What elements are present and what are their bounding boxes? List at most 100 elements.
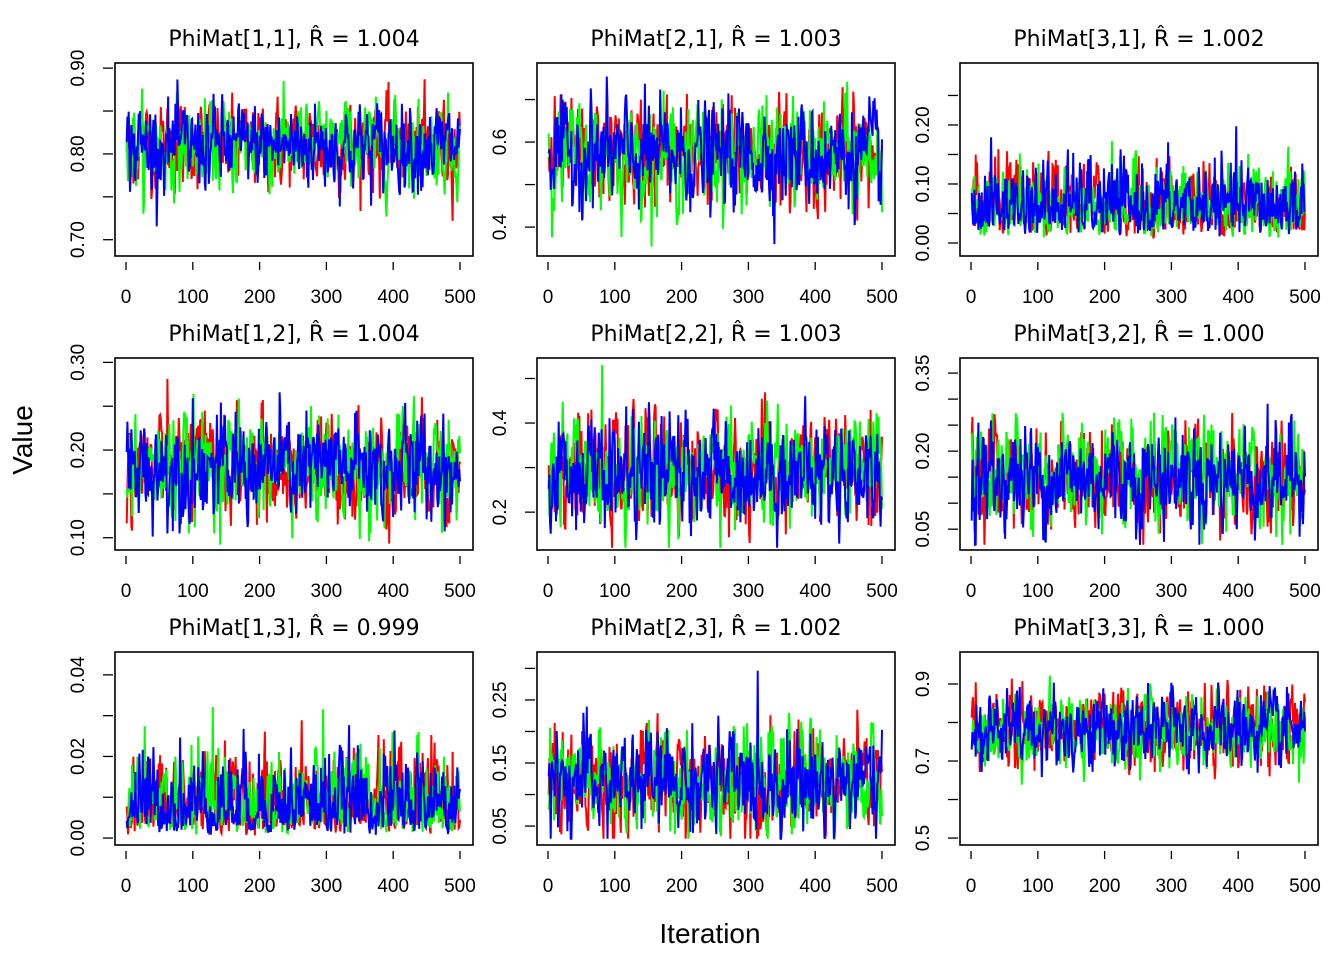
x-tick-label: 400 <box>799 581 831 602</box>
x-tick-label: 400 <box>799 287 831 308</box>
x-tick-label: 300 <box>1156 876 1188 897</box>
x-tick-label: 100 <box>177 581 209 602</box>
plot-frame <box>114 651 474 846</box>
x-tick-label: 100 <box>599 581 631 602</box>
x-tick-label: 0 <box>121 876 132 897</box>
plot-frame <box>114 357 474 551</box>
x-tick-label: 200 <box>666 287 698 308</box>
x-tick-label: 200 <box>1089 876 1121 897</box>
x-tick-label: 200 <box>666 581 698 602</box>
x-tick-label: 0 <box>121 287 132 308</box>
x-tick-label: 400 <box>1222 581 1254 602</box>
panel-PhiMat-2-2-: 0 100 200 300 400 500 0.2 0.4 PhiMat[2,2], R̂ = … <box>490 321 898 602</box>
x-tick-label: 500 <box>866 876 898 897</box>
plot-frame <box>959 62 1319 257</box>
chain-3-trace <box>547 76 883 245</box>
y-axis-label: Value <box>7 405 38 475</box>
plot-frame <box>959 651 1319 846</box>
y-tick-label: 0.05 <box>913 511 934 548</box>
y-tick-label: 0.4 <box>490 409 511 436</box>
x-tick-label: 400 <box>1222 876 1254 897</box>
y-tick-label: 0.6 <box>490 129 511 155</box>
chain-3-trace <box>970 682 1306 778</box>
panel-title: PhiMat[1,3], R̂ = 0.999 <box>168 615 419 641</box>
x-tick-label: 500 <box>1289 287 1321 308</box>
y-tick-label: 0.10 <box>68 519 89 556</box>
panel-PhiMat-2-3-: 0 100 200 300 400 500 0.05 0.15 0.25 PhiMat[2,3],… <box>490 615 898 897</box>
x-tick-label: 300 <box>311 876 343 897</box>
x-tick-label: 500 <box>444 581 476 602</box>
y-tick-label: 0.20 <box>913 106 934 143</box>
x-tick-label: 0 <box>966 876 977 897</box>
x-tick-label: 400 <box>377 876 409 897</box>
panel-PhiMat-3-3-: 0 100 200 300 400 500 0.5 0.7 0.9 PhiMat[3,3], R̂… <box>913 615 1321 897</box>
plot-frame <box>959 357 1319 551</box>
x-tick-label: 0 <box>543 876 554 897</box>
y-tick-label: 0.70 <box>68 221 89 258</box>
x-tick-label: 200 <box>666 876 698 897</box>
chain-3-trace <box>547 396 883 548</box>
y-tick-label: 0.20 <box>68 432 89 469</box>
chain-3-trace <box>125 392 461 537</box>
panel-title: PhiMat[2,1], R̂ = 1.003 <box>590 26 841 52</box>
y-tick-label: 0.02 <box>68 738 89 775</box>
y-tick-label: 0.20 <box>913 433 934 470</box>
panel-title: PhiMat[1,1], R̂ = 1.004 <box>168 26 419 52</box>
x-tick-label: 0 <box>966 287 977 308</box>
panel-PhiMat-1-2-: 0 100 200 300 400 500 0.10 0.20 0.30 PhiMat[1,2],… <box>68 321 476 602</box>
y-tick-label: 0.00 <box>68 820 89 857</box>
x-tick-label: 500 <box>1289 876 1321 897</box>
y-tick-label: 0.00 <box>913 225 934 262</box>
chain-3-trace <box>970 126 1306 237</box>
panel-title: PhiMat[3,3], R̂ = 1.000 <box>1013 615 1264 641</box>
x-tick-label: 300 <box>733 287 765 308</box>
x-tick-label: 100 <box>599 287 631 308</box>
y-tick-label: 0.30 <box>68 344 89 381</box>
x-tick-label: 500 <box>1289 581 1321 602</box>
x-tick-label: 0 <box>121 581 132 602</box>
y-tick-label: 0.7 <box>913 748 934 774</box>
chain-3-trace <box>547 670 883 840</box>
y-tick-label: 0.4 <box>490 213 511 240</box>
panel-PhiMat-3-1-: 0 100 200 300 400 500 0.00 0.10 0.20 PhiMat[3,1],… <box>913 26 1321 308</box>
panel-title: PhiMat[3,2], R̂ = 1.000 <box>1013 321 1264 347</box>
y-tick-label: 0.35 <box>913 355 934 392</box>
y-tick-label: 0.9 <box>913 671 934 697</box>
x-tick-label: 400 <box>377 287 409 308</box>
x-tick-label: 300 <box>733 581 765 602</box>
x-tick-label: 200 <box>244 581 276 602</box>
x-tick-label: 200 <box>1089 581 1121 602</box>
x-tick-label: 200 <box>1089 287 1121 308</box>
y-tick-label: 0.25 <box>490 681 511 718</box>
y-tick-label: 0.15 <box>490 745 511 782</box>
panel-title: PhiMat[2,3], R̂ = 1.002 <box>590 615 841 641</box>
panel-PhiMat-1-3-: 0 100 200 300 400 500 0.00 0.02 0.04 PhiMat[1,3],… <box>68 615 476 897</box>
chain-3-trace <box>970 403 1306 547</box>
x-tick-label: 300 <box>311 287 343 308</box>
x-tick-label: 100 <box>177 876 209 897</box>
y-tick-label: 0.2 <box>490 499 511 525</box>
chain-3-trace <box>125 725 461 835</box>
panel-title: PhiMat[2,2], R̂ = 1.003 <box>590 321 841 347</box>
y-tick-label: 0.10 <box>913 166 934 203</box>
panels: 0 100 200 300 400 5000.700.800.90PhiMat[1,1],… <box>68 26 1321 897</box>
y-tick-label: 0.90 <box>68 50 89 87</box>
x-tick-label: 300 <box>733 876 765 897</box>
x-tick-label: 400 <box>377 581 409 602</box>
x-tick-label: 100 <box>599 876 631 897</box>
x-tick-label: 500 <box>866 581 898 602</box>
x-tick-label: 100 <box>177 287 209 308</box>
y-tick-label: 0.5 <box>913 825 934 851</box>
y-tick-label: 0.80 <box>68 135 89 172</box>
x-tick-label: 400 <box>1222 287 1254 308</box>
plot-frame <box>536 357 896 551</box>
x-tick-label: 200 <box>244 876 276 897</box>
x-tick-label: 400 <box>799 876 831 897</box>
x-tick-label: 0 <box>543 287 554 308</box>
x-tick-label: 100 <box>1022 287 1054 308</box>
y-tick-label: 0.05 <box>490 808 511 845</box>
x-tick-label: 200 <box>244 287 276 308</box>
plot-frame <box>536 651 896 846</box>
panel-title: PhiMat[3,1], R̂ = 1.002 <box>1013 26 1264 52</box>
